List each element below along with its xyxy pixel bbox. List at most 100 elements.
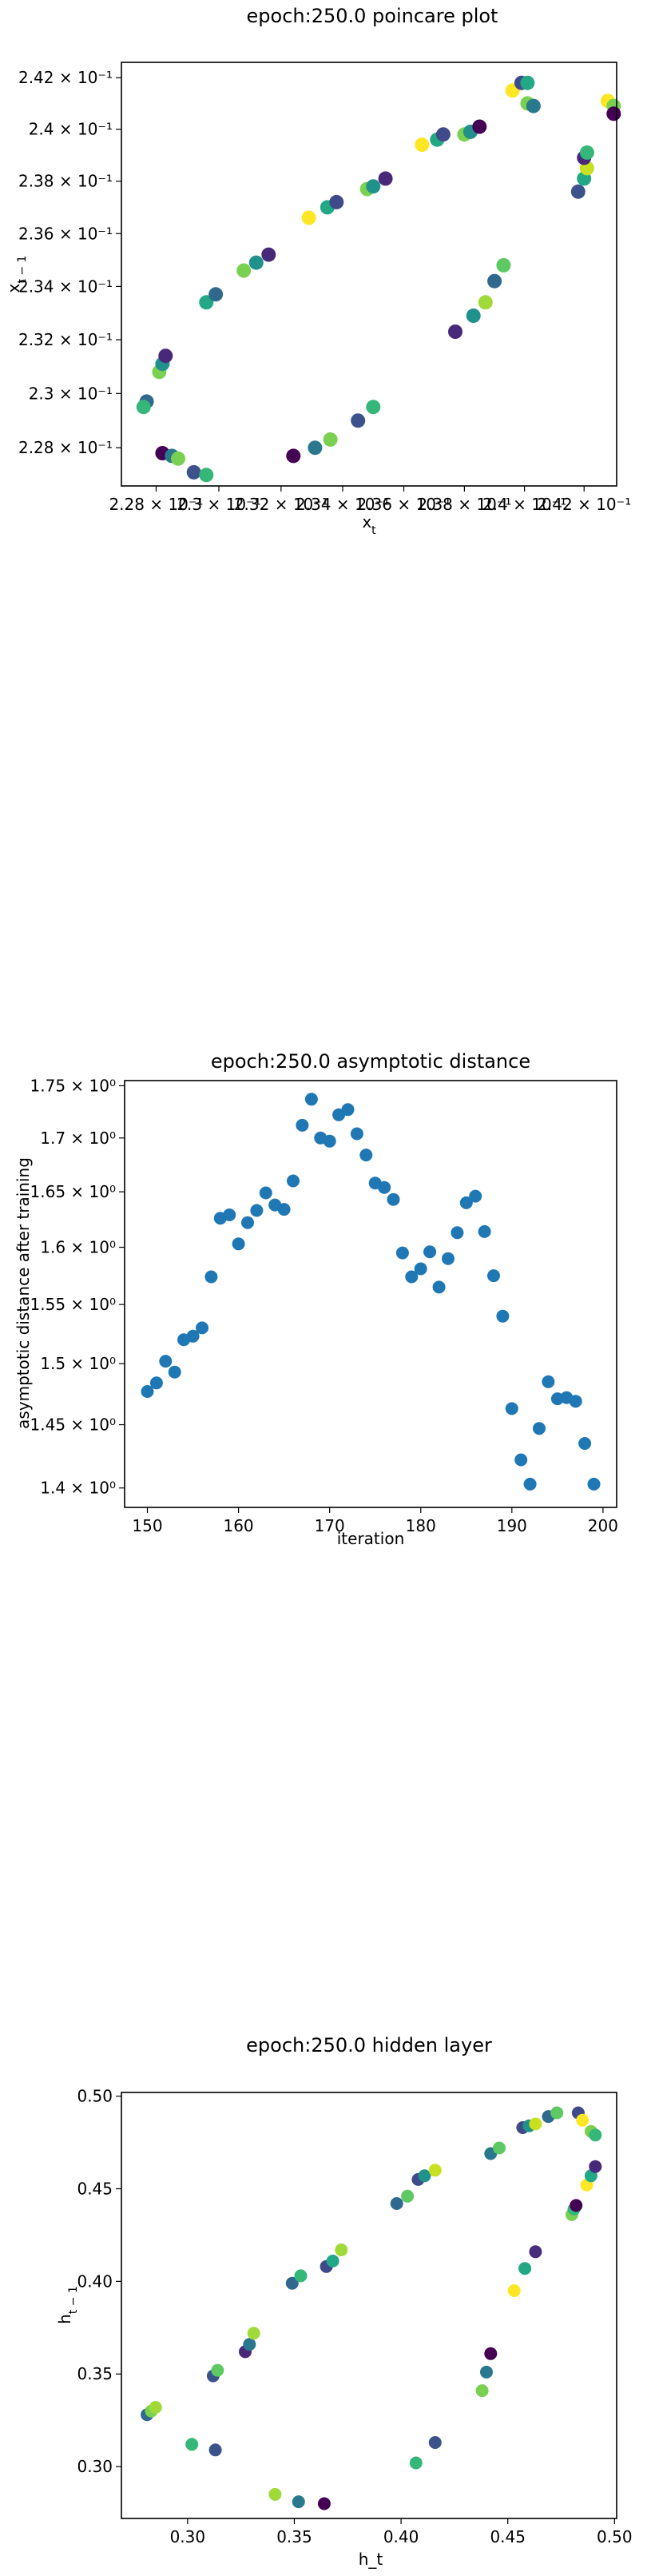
data-point	[475, 2384, 489, 2398]
data-point	[359, 1149, 373, 1162]
data-point	[405, 1270, 419, 1284]
data-point	[529, 2117, 542, 2131]
y-tick-label: 1.45 × 10⁰	[30, 1415, 116, 1435]
data-point	[507, 2284, 521, 2297]
y-tick-label: 1.5 × 10⁰	[40, 1354, 116, 1373]
plot-frame	[121, 62, 617, 487]
data-point	[387, 1192, 400, 1206]
data-point	[232, 1237, 245, 1251]
data-point	[542, 1375, 555, 1388]
data-point	[149, 2401, 162, 2414]
data-point	[533, 1422, 546, 1435]
data-point	[493, 2141, 506, 2155]
data-point	[185, 2438, 199, 2451]
data-point	[250, 1204, 264, 1217]
data-point	[136, 400, 151, 415]
x-tick-label: 2.4 × 10⁻¹	[482, 495, 566, 514]
data-point	[186, 464, 201, 480]
chart-title: epoch:250.0 hidden layer	[246, 2034, 492, 2056]
data-point	[341, 1103, 355, 1117]
data-point	[366, 179, 381, 194]
poincare-plot-chart: epoch:250.0 poincare plot 2.28 × 10⁻¹2.3…	[4, 5, 631, 537]
y-tick-label: 2.28 × 10⁻¹	[18, 438, 113, 457]
data-point	[287, 1174, 300, 1188]
y-tick-label: 1.65 × 10⁰	[30, 1182, 116, 1201]
data-point	[478, 1224, 491, 1238]
x-axis: 0.30 0.35 0.40 0.45 0.50	[170, 2518, 633, 2546]
data-point	[259, 1186, 272, 1200]
scatter-points	[141, 2106, 602, 2510]
data-point	[435, 127, 451, 142]
data-point	[484, 2347, 498, 2360]
data-point	[578, 1437, 592, 1450]
data-point	[223, 1208, 236, 1221]
data-point	[589, 2160, 602, 2173]
data-point	[277, 1203, 291, 1216]
data-point	[587, 1477, 601, 1491]
data-point	[428, 2436, 442, 2449]
x-tick-label: 180	[406, 1516, 436, 1535]
data-point	[378, 1181, 391, 1194]
data-point	[550, 2106, 564, 2120]
data-point	[261, 247, 276, 262]
x-axis-label: iteration	[337, 1529, 405, 1548]
x-tick-label: 0.30	[170, 2527, 206, 2546]
x-tick-label: 190	[497, 1516, 527, 1535]
data-point	[487, 1269, 500, 1283]
y-tick-label: 0.45	[77, 2180, 113, 2199]
y-tick-label: 1.4 × 10⁰	[40, 1479, 116, 1498]
data-point	[409, 2456, 423, 2470]
data-point	[418, 2169, 431, 2183]
y-tick-label: 2.34 × 10⁻¹	[18, 277, 113, 296]
data-point	[480, 2365, 493, 2379]
y-axis: 0.30 0.35 0.40 0.45 0.50	[77, 2087, 121, 2476]
data-point	[415, 137, 430, 153]
data-point	[520, 75, 535, 90]
data-point	[432, 1280, 446, 1294]
data-point	[323, 432, 338, 447]
data-point	[401, 2189, 415, 2203]
y-tick-label: 2.38 × 10⁻¹	[18, 172, 113, 191]
y-tick-label: 1.75 × 10⁰	[30, 1076, 116, 1095]
data-point	[472, 119, 487, 134]
data-point	[496, 257, 511, 273]
x-axis: 150 160 170 180 190 200	[132, 1507, 618, 1535]
x-tick-label: 160	[223, 1516, 253, 1535]
data-point	[292, 2495, 305, 2509]
x-axis-label: xt	[362, 512, 376, 537]
data-point	[518, 2262, 532, 2275]
data-point	[286, 448, 301, 464]
data-point	[241, 1216, 254, 1229]
data-point	[208, 2443, 222, 2457]
data-point	[196, 1321, 208, 1335]
data-point	[350, 1127, 363, 1141]
data-point	[570, 2199, 583, 2212]
data-point	[186, 1329, 200, 1343]
data-point	[366, 400, 381, 415]
x-tick-label: 2.36 × 10⁻¹	[357, 495, 451, 514]
x-tick-label: 2.38 × 10⁻¹	[417, 495, 511, 514]
y-tick-label: 0.50	[77, 2087, 113, 2106]
y-tick-label: 0.35	[77, 2364, 113, 2383]
x-tick-label: 2.34 × 10⁻¹	[296, 495, 390, 514]
data-point	[199, 295, 214, 310]
data-point	[523, 1477, 537, 1491]
data-point	[570, 184, 586, 199]
data-point	[159, 1355, 173, 1368]
data-point	[211, 2363, 224, 2377]
data-point	[529, 2245, 542, 2259]
data-point	[317, 2497, 331, 2510]
data-point	[329, 194, 344, 209]
x-tick-label: 2.32 × 10⁻¹	[234, 495, 328, 514]
data-point	[285, 2276, 299, 2290]
data-point	[296, 1118, 309, 1132]
data-point	[378, 171, 393, 186]
data-point	[395, 1246, 409, 1260]
data-point	[606, 106, 621, 121]
data-point	[323, 1134, 336, 1148]
y-tick-label: 2.36 × 10⁻¹	[18, 224, 113, 243]
data-point	[168, 1365, 181, 1379]
plot-frame	[124, 1080, 617, 1508]
scatter-points	[136, 75, 621, 483]
data-point	[414, 1262, 427, 1276]
